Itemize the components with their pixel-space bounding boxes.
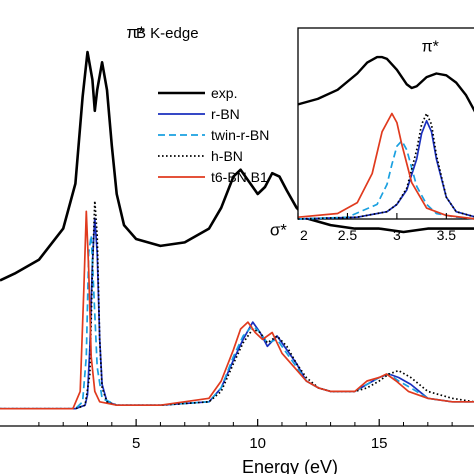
main-series-twin-r-bn: [0, 234, 474, 410]
main-series: [0, 50, 474, 410]
legend-label-twin-r-bn: twin-r-BN: [211, 127, 269, 143]
main-x-tick-label: 5: [132, 435, 140, 452]
main-panel: 5 10 15 B K-edge Energy (eV) π* σ* exp. r-B…: [0, 23, 474, 474]
main-x-ticks: 5 10 15: [38, 419, 453, 452]
inset-series-h-bn: [297, 112, 474, 220]
inset-x-ticks: 2 2.5 3 3.5: [297, 213, 457, 243]
legend-label-t6-bn-b1: t6-BN B1: [211, 169, 268, 185]
main-sigma-star-annotation: σ*: [270, 221, 287, 240]
main-series-t6-bn-b1: [0, 210, 474, 410]
legend-label-exp: exp.: [211, 85, 237, 101]
inset-x-tick-label: 2.5: [338, 227, 358, 243]
main-series-exp: [0, 50, 474, 282]
inset-pi-star-annotation: π*: [422, 39, 439, 56]
inset-series-exp: [297, 55, 474, 113]
inset-panel: 2 2.5 3 3.5 π*: [297, 27, 474, 243]
legend: exp. r-BN twin-r-BN h-BN t6-BN B1: [158, 85, 269, 185]
legend-label-h-bn: h-BN: [211, 148, 243, 164]
legend-label-r-bn: r-BN: [211, 106, 240, 122]
inset-series-t6-bn-b1: [297, 112, 474, 220]
inset-x-tick-label: 3: [393, 227, 401, 243]
main-series-r-bn: [0, 217, 474, 410]
main-x-tick-label: 15: [371, 435, 388, 452]
inset-series: [297, 55, 474, 220]
inset-x-tick-label: 2: [300, 227, 308, 243]
inset-x-tick-label: 3.5: [437, 227, 457, 243]
main-series-h-bn: [0, 200, 474, 410]
main-x-axis-label: Energy (eV): [242, 457, 338, 474]
main-pi-star-annotation: π*: [126, 23, 145, 42]
main-x-tick-label: 10: [249, 435, 266, 452]
inset-series-twin-r-bn: [297, 139, 474, 220]
main-title: B K-edge: [136, 25, 199, 42]
